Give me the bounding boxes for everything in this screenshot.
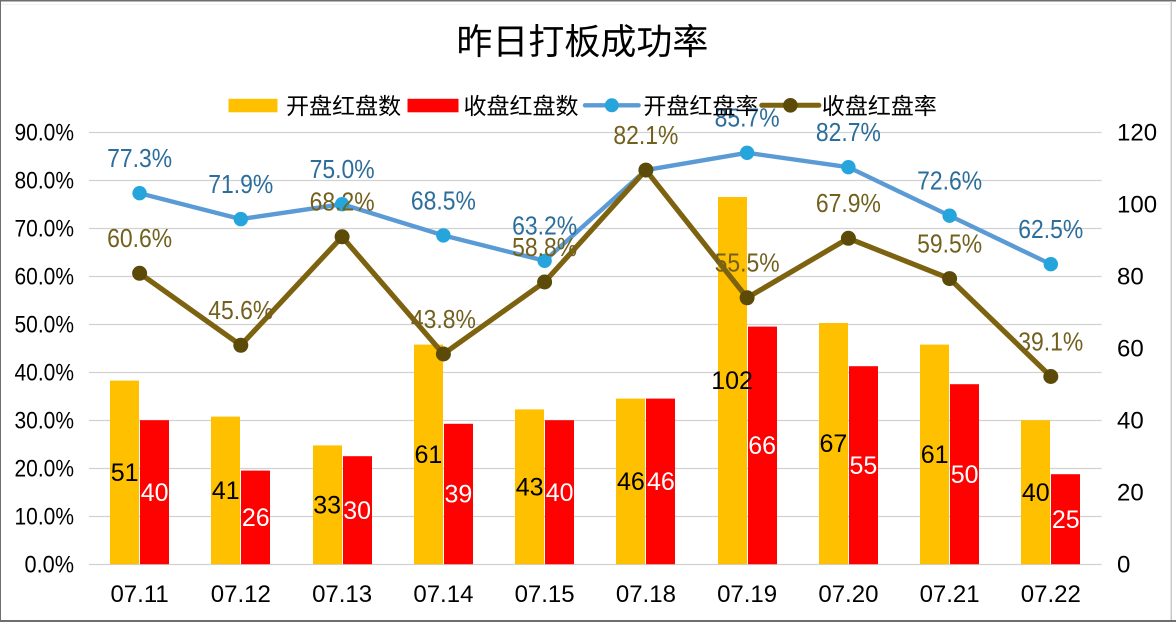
svg-text:55: 55 <box>849 452 877 480</box>
svg-text:07.15: 07.15 <box>515 581 575 608</box>
svg-text:46: 46 <box>647 468 675 496</box>
svg-text:90.0%: 90.0% <box>15 120 75 147</box>
svg-text:07.21: 07.21 <box>920 581 980 608</box>
svg-text:55.5%: 55.5% <box>715 248 780 278</box>
svg-text:40: 40 <box>1022 479 1050 507</box>
svg-text:58.8%: 58.8% <box>512 232 577 262</box>
svg-text:67: 67 <box>819 430 847 458</box>
svg-text:40: 40 <box>546 479 574 507</box>
svg-text:43.8%: 43.8% <box>411 304 476 334</box>
svg-text:75.0%: 75.0% <box>310 154 375 184</box>
svg-text:70.0%: 70.0% <box>15 216 75 243</box>
svg-text:50: 50 <box>951 461 979 489</box>
svg-text:120: 120 <box>1117 120 1157 147</box>
svg-text:62.5%: 62.5% <box>1018 214 1083 244</box>
svg-text:20: 20 <box>1117 480 1144 507</box>
svg-text:40: 40 <box>141 479 169 507</box>
svg-text:71.9%: 71.9% <box>208 169 273 199</box>
svg-text:46: 46 <box>617 468 645 496</box>
svg-text:60.0%: 60.0% <box>15 264 75 291</box>
svg-text:40.0%: 40.0% <box>15 360 75 387</box>
svg-text:82.1%: 82.1% <box>613 120 678 150</box>
svg-text:20.0%: 20.0% <box>15 456 75 483</box>
svg-text:80.0%: 80.0% <box>15 168 75 195</box>
svg-text:51: 51 <box>111 459 139 487</box>
svg-text:07.13: 07.13 <box>312 581 372 608</box>
svg-text:39.1%: 39.1% <box>1018 326 1083 356</box>
svg-text:07.14: 07.14 <box>413 581 473 608</box>
svg-text:61: 61 <box>414 441 442 469</box>
svg-text:72.6%: 72.6% <box>917 166 982 196</box>
svg-text:40: 40 <box>1117 408 1144 435</box>
svg-text:68.2%: 68.2% <box>310 187 375 217</box>
svg-text:26: 26 <box>242 504 270 532</box>
svg-text:07.12: 07.12 <box>211 581 271 608</box>
svg-text:82.7%: 82.7% <box>816 117 881 147</box>
svg-text:63.2%: 63.2% <box>512 211 577 241</box>
svg-text:68.5%: 68.5% <box>411 185 476 215</box>
svg-text:07.22: 07.22 <box>1021 581 1081 608</box>
svg-text:0: 0 <box>1117 552 1130 579</box>
svg-text:45.6%: 45.6% <box>208 295 273 325</box>
svg-text:50.0%: 50.0% <box>15 312 75 339</box>
svg-text:43: 43 <box>516 473 544 501</box>
svg-text:67.9%: 67.9% <box>816 188 881 218</box>
svg-text:25: 25 <box>1052 506 1080 534</box>
svg-text:102: 102 <box>711 367 753 395</box>
svg-text:41: 41 <box>212 477 240 505</box>
svg-text:07.18: 07.18 <box>616 581 676 608</box>
svg-text:60.6%: 60.6% <box>107 223 172 253</box>
svg-text:10.0%: 10.0% <box>15 504 75 531</box>
svg-text:80: 80 <box>1117 264 1144 291</box>
svg-text:61: 61 <box>921 441 949 469</box>
svg-text:30: 30 <box>343 497 371 525</box>
svg-text:66: 66 <box>748 432 776 460</box>
svg-text:07.20: 07.20 <box>818 581 878 608</box>
svg-text:33: 33 <box>313 491 341 519</box>
svg-text:39: 39 <box>444 481 472 509</box>
svg-text:59.5%: 59.5% <box>917 229 982 259</box>
svg-text:60: 60 <box>1117 336 1144 363</box>
svg-text:77.3%: 77.3% <box>107 143 172 173</box>
svg-text:30.0%: 30.0% <box>15 408 75 435</box>
svg-text:07.11: 07.11 <box>110 581 168 608</box>
svg-text:100: 100 <box>1117 192 1157 219</box>
svg-text:07.19: 07.19 <box>717 581 777 608</box>
svg-text:0.0%: 0.0% <box>25 552 75 579</box>
